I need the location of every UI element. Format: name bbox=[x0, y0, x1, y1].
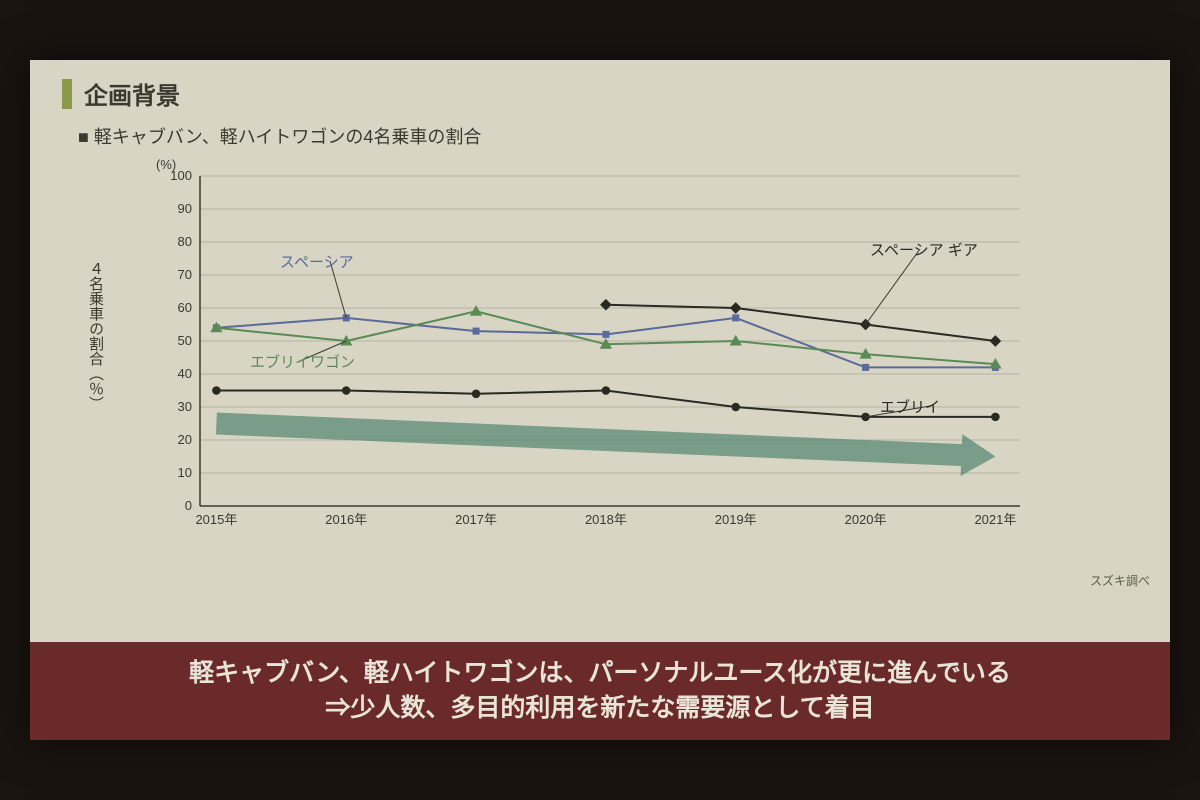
conclusion-line-2: ⇒少人数、多目的利用を新たな需要源として着目 bbox=[60, 691, 1140, 726]
svg-text:80: 80 bbox=[178, 234, 192, 249]
conclusion-line-1: 軽キャブバン、軽ハイトワゴンは、パーソナルユース化が更に進んでいる bbox=[60, 656, 1140, 691]
trend-arrow bbox=[216, 413, 995, 476]
svg-text:2020年: 2020年 bbox=[845, 512, 887, 527]
conclusion-box: 軽キャブバン、軽ハイトワゴンは、パーソナルユース化が更に進んでいる ⇒少人数、多… bbox=[30, 642, 1170, 740]
svg-text:2015年: 2015年 bbox=[195, 512, 237, 527]
chart-container: ４名乗車の割合（％） (%) 0102030405060708090100201… bbox=[150, 161, 1100, 581]
presentation-slide: 企画背景 軽キャブバン、軽ハイトワゴンの4名乗車の割合 ４名乗車の割合（％） (… bbox=[30, 60, 1170, 740]
svg-text:0: 0 bbox=[185, 498, 192, 513]
slide-title-bar: 企画背景 bbox=[30, 60, 1170, 119]
slide-title: 企画背景 bbox=[84, 76, 180, 111]
title-accent bbox=[62, 79, 72, 109]
svg-text:2016年: 2016年 bbox=[325, 512, 367, 527]
svg-text:60: 60 bbox=[178, 300, 192, 315]
data-source: スズキ調べ bbox=[1090, 572, 1150, 589]
svg-text:2021年: 2021年 bbox=[974, 512, 1016, 527]
slide-subtitle: 軽キャブバン、軽ハイトワゴンの4名乗車の割合 bbox=[30, 119, 1170, 153]
y-axis-label: ４名乗車の割合（％） bbox=[85, 261, 106, 411]
line-chart: 01020304050607080901002015年2016年2017年201… bbox=[150, 161, 1030, 541]
svg-text:50: 50 bbox=[178, 333, 192, 348]
svg-text:90: 90 bbox=[178, 201, 192, 216]
svg-text:70: 70 bbox=[178, 267, 192, 282]
svg-text:20: 20 bbox=[178, 432, 192, 447]
y-axis-unit: (%) bbox=[156, 157, 176, 172]
svg-text:40: 40 bbox=[178, 366, 192, 381]
svg-text:2019年: 2019年 bbox=[715, 512, 757, 527]
svg-text:2018年: 2018年 bbox=[585, 512, 627, 527]
svg-text:10: 10 bbox=[178, 465, 192, 480]
svg-text:2017年: 2017年 bbox=[455, 512, 497, 527]
series-line-スペーシアギア bbox=[606, 305, 996, 341]
svg-text:30: 30 bbox=[178, 399, 192, 414]
